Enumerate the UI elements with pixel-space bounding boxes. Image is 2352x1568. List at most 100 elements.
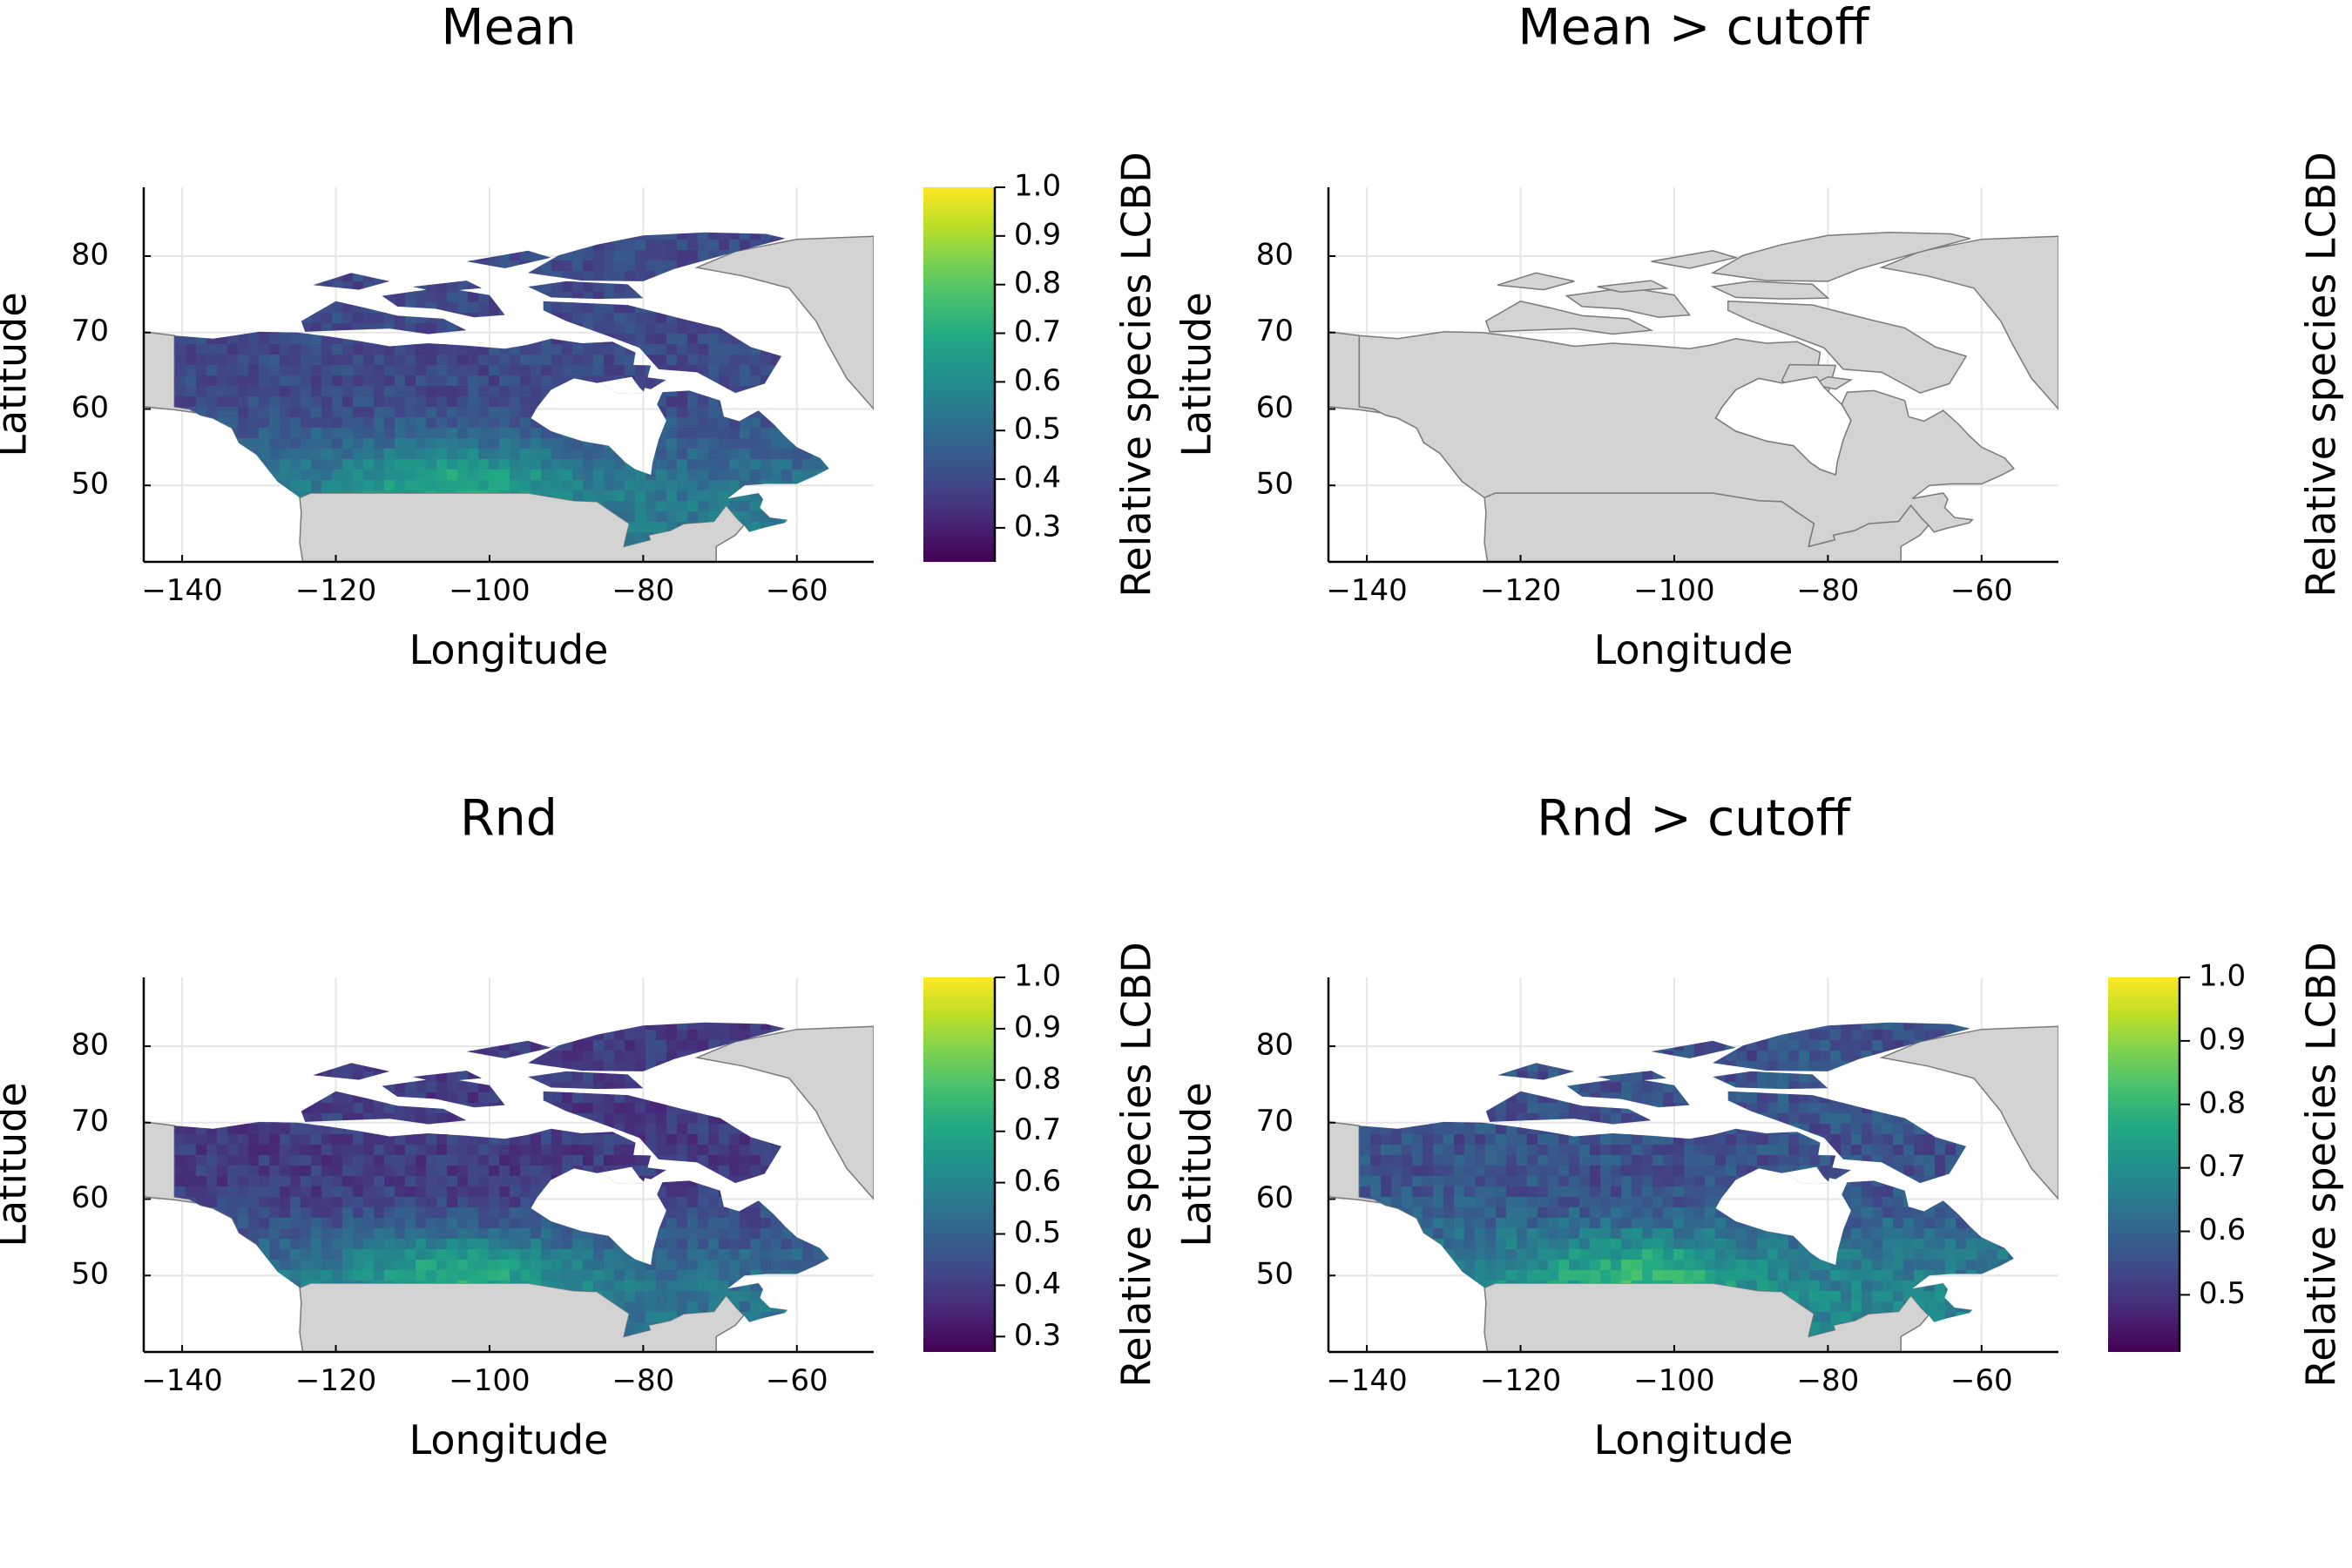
raster-cell	[645, 1113, 657, 1125]
raster-cell	[677, 511, 688, 523]
raster-cell	[562, 386, 573, 397]
raster-cell	[206, 449, 218, 460]
raster-cell	[238, 232, 249, 240]
raster-cell	[855, 1301, 866, 1313]
raster-cell	[332, 1103, 343, 1114]
raster-cell	[666, 977, 678, 989]
raster-cell	[342, 988, 354, 999]
raster-cell	[353, 1260, 364, 1271]
raster-cell	[426, 470, 437, 481]
raster-cell	[802, 1176, 814, 1187]
raster-cell	[186, 470, 197, 481]
raster-cell	[604, 1051, 615, 1062]
raster-cell	[572, 1134, 584, 1146]
raster-cell	[332, 271, 343, 282]
raster-cell	[186, 1009, 197, 1020]
raster-cell	[426, 1155, 437, 1166]
raster-cell	[865, 470, 876, 481]
raster-cell	[217, 1030, 228, 1041]
raster-cell	[206, 365, 218, 376]
raster-cell	[541, 1260, 552, 1271]
raster-cell	[593, 365, 605, 376]
raster-cell	[614, 1281, 625, 1292]
raster-cell	[729, 208, 740, 220]
raster-cell	[259, 323, 270, 335]
raster-cell	[217, 1103, 228, 1114]
raster-cell	[353, 438, 364, 449]
raster-cell	[645, 501, 657, 512]
raster-cell	[186, 240, 197, 251]
raster-cell	[551, 1082, 563, 1093]
raster-cell	[760, 977, 772, 989]
raster-cell	[635, 334, 646, 345]
raster-cell	[781, 1228, 793, 1240]
raster-cell	[259, 1082, 270, 1093]
raster-cell	[729, 417, 740, 429]
raster-cell	[321, 417, 333, 429]
raster-cell	[760, 1228, 772, 1240]
raster-cell	[740, 240, 751, 251]
raster-cell	[625, 281, 636, 293]
raster-cell	[771, 302, 782, 314]
raster-cell	[332, 459, 343, 470]
raster-cell	[572, 988, 584, 999]
raster-cell	[740, 1249, 751, 1260]
raster-cell	[520, 1040, 531, 1051]
raster-cell	[823, 1155, 829, 1166]
raster-cell	[363, 998, 375, 1010]
raster-cell	[604, 240, 615, 251]
raster-cell	[269, 1322, 280, 1334]
raster-cell	[259, 428, 270, 439]
raster-cell	[541, 428, 552, 439]
raster-cell	[781, 386, 793, 397]
raster-cell	[499, 302, 510, 314]
raster-cell	[750, 1176, 761, 1187]
raster-cell	[374, 1207, 385, 1219]
raster-cell	[174, 449, 176, 460]
raster-cell	[834, 187, 845, 199]
raster-cell	[416, 407, 427, 418]
raster-cell	[186, 1228, 197, 1240]
raster-cell	[280, 313, 291, 324]
raster-cell	[321, 1207, 333, 1219]
raster-cell	[259, 240, 270, 251]
raster-cell	[217, 219, 228, 230]
raster-cell	[740, 1281, 751, 1292]
raster-cell	[259, 1166, 270, 1177]
raster-cell	[144, 1218, 155, 1229]
raster-cell	[614, 334, 625, 345]
raster-cell	[604, 1113, 615, 1125]
raster-cell	[259, 1022, 270, 1031]
raster-cell	[206, 1071, 218, 1083]
raster-cell	[719, 428, 730, 439]
raster-cell	[802, 998, 814, 1010]
raster-cell	[144, 1207, 155, 1219]
raster-cell	[698, 449, 709, 460]
raster-cell	[353, 1270, 364, 1281]
raster-cell	[489, 365, 500, 376]
raster-cell	[363, 459, 375, 470]
raster-cell	[604, 1134, 615, 1146]
raster-cell	[499, 1270, 510, 1281]
raster-cell	[708, 480, 720, 491]
raster-cell	[395, 428, 406, 439]
raster-cell	[729, 1291, 740, 1302]
raster-cell	[426, 1218, 437, 1229]
raster-cell	[729, 543, 740, 547]
raster-cell	[499, 232, 510, 240]
raster-cell	[405, 355, 416, 366]
raster-cell	[447, 459, 458, 470]
raster-cell	[604, 977, 615, 989]
raster-cell	[238, 1197, 249, 1208]
raster-cell	[301, 988, 312, 999]
raster-cell	[593, 1092, 605, 1104]
raster-cell	[395, 281, 406, 293]
raster-cell	[625, 1030, 636, 1041]
raster-cell	[656, 1124, 667, 1135]
raster-cell	[666, 998, 678, 1010]
raster-cell	[259, 1301, 270, 1313]
raster-cell	[321, 1124, 333, 1135]
raster-cell	[311, 1009, 322, 1020]
raster-cell	[206, 1207, 218, 1219]
raster-cell	[583, 1239, 594, 1250]
